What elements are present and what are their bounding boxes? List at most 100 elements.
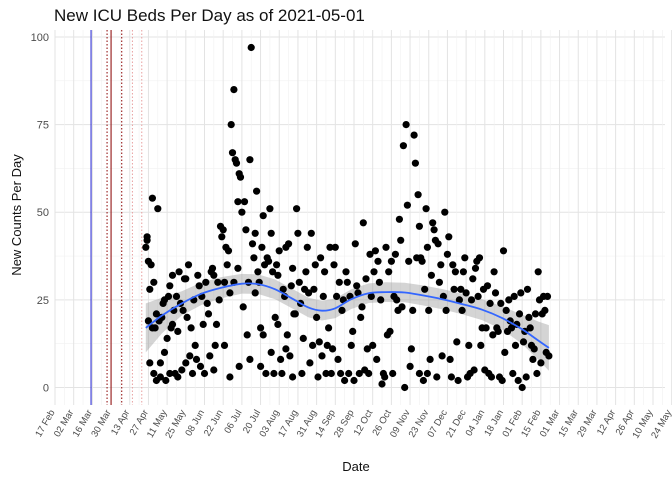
data-point [146, 285, 154, 293]
data-point [178, 366, 186, 374]
data-point [267, 229, 275, 237]
data-point [269, 268, 277, 276]
data-point [246, 355, 254, 363]
data-point [274, 320, 282, 328]
data-point [215, 296, 223, 304]
data-point [250, 254, 258, 262]
data-point [303, 243, 311, 251]
data-point [191, 341, 199, 349]
data-point [156, 359, 164, 367]
data-point [422, 205, 430, 213]
data-point [168, 320, 177, 328]
data-point [442, 306, 450, 314]
data-point [289, 264, 297, 272]
data-point [184, 261, 193, 269]
x-axis-label: Date [342, 459, 369, 474]
data-point [426, 355, 434, 363]
data-point [259, 212, 267, 220]
data-point [499, 247, 508, 255]
data-point [206, 352, 214, 360]
data-point [246, 156, 254, 164]
data-point [337, 369, 345, 378]
data-point [515, 310, 524, 318]
data-point [262, 369, 270, 378]
data-point [293, 205, 301, 213]
data-point [219, 226, 227, 234]
confidence-band-area [145, 273, 549, 371]
y-tick-label: 100 [31, 32, 49, 44]
data-point [497, 299, 505, 307]
data-point [156, 373, 164, 381]
chart-title: New ICU Beds Per Day as of 2021-05-01 [54, 6, 365, 25]
data-point [455, 296, 463, 304]
data-point [279, 285, 287, 293]
data-point [434, 240, 442, 248]
data-point [534, 268, 542, 276]
data-point [313, 313, 321, 321]
data-point [333, 292, 341, 300]
data-point [489, 331, 497, 339]
data-point [338, 306, 346, 314]
data-point [187, 324, 195, 332]
data-point [235, 362, 243, 370]
data-point [450, 285, 458, 293]
data-point [182, 359, 190, 367]
y-tick-label: 50 [37, 207, 49, 219]
data-point [491, 289, 500, 297]
data-point [210, 271, 218, 279]
data-point [437, 261, 445, 269]
data-point [502, 306, 510, 314]
data-point [415, 222, 423, 230]
data-point [350, 376, 358, 385]
data-point [423, 369, 431, 378]
data-point [414, 191, 422, 199]
data-point [378, 380, 386, 388]
data-point [200, 369, 209, 378]
data-point [522, 373, 530, 381]
data-point [234, 198, 242, 206]
data-point [271, 313, 279, 321]
data-point [298, 369, 306, 378]
data-point [387, 257, 395, 265]
data-point [357, 313, 365, 321]
data-point [143, 233, 151, 241]
data-point [289, 373, 297, 381]
data-point [402, 121, 410, 129]
data-point [164, 292, 173, 300]
data-point [529, 355, 537, 363]
data-point [519, 338, 528, 346]
data-point [186, 352, 194, 360]
data-point [411, 159, 419, 167]
data-point [347, 341, 355, 349]
data-point [407, 345, 415, 353]
data-point [226, 289, 234, 297]
data-point [218, 233, 226, 241]
data-point [306, 359, 314, 367]
trend-line [145, 282, 550, 349]
data-point [196, 362, 205, 370]
data-point [366, 250, 374, 258]
trend-line-path [145, 282, 550, 349]
data-point [523, 285, 532, 293]
data-point [294, 229, 302, 237]
data-point [183, 313, 191, 321]
y-axis-label: New Counts Per Day [9, 154, 24, 276]
data-point [509, 369, 517, 378]
data-point [342, 268, 350, 276]
data-point [449, 261, 457, 269]
data-point [259, 331, 267, 339]
data-point [349, 327, 357, 335]
data-point [283, 331, 291, 339]
data-point [386, 327, 394, 335]
data-point [397, 236, 405, 244]
data-point [223, 261, 231, 269]
y-tick-label: 75 [37, 120, 49, 132]
data-point [317, 254, 325, 262]
data-point [335, 278, 343, 286]
data-point [307, 229, 315, 237]
data-point [318, 352, 326, 360]
data-point [251, 229, 259, 237]
data-point [310, 285, 318, 293]
data-point [226, 373, 234, 381]
